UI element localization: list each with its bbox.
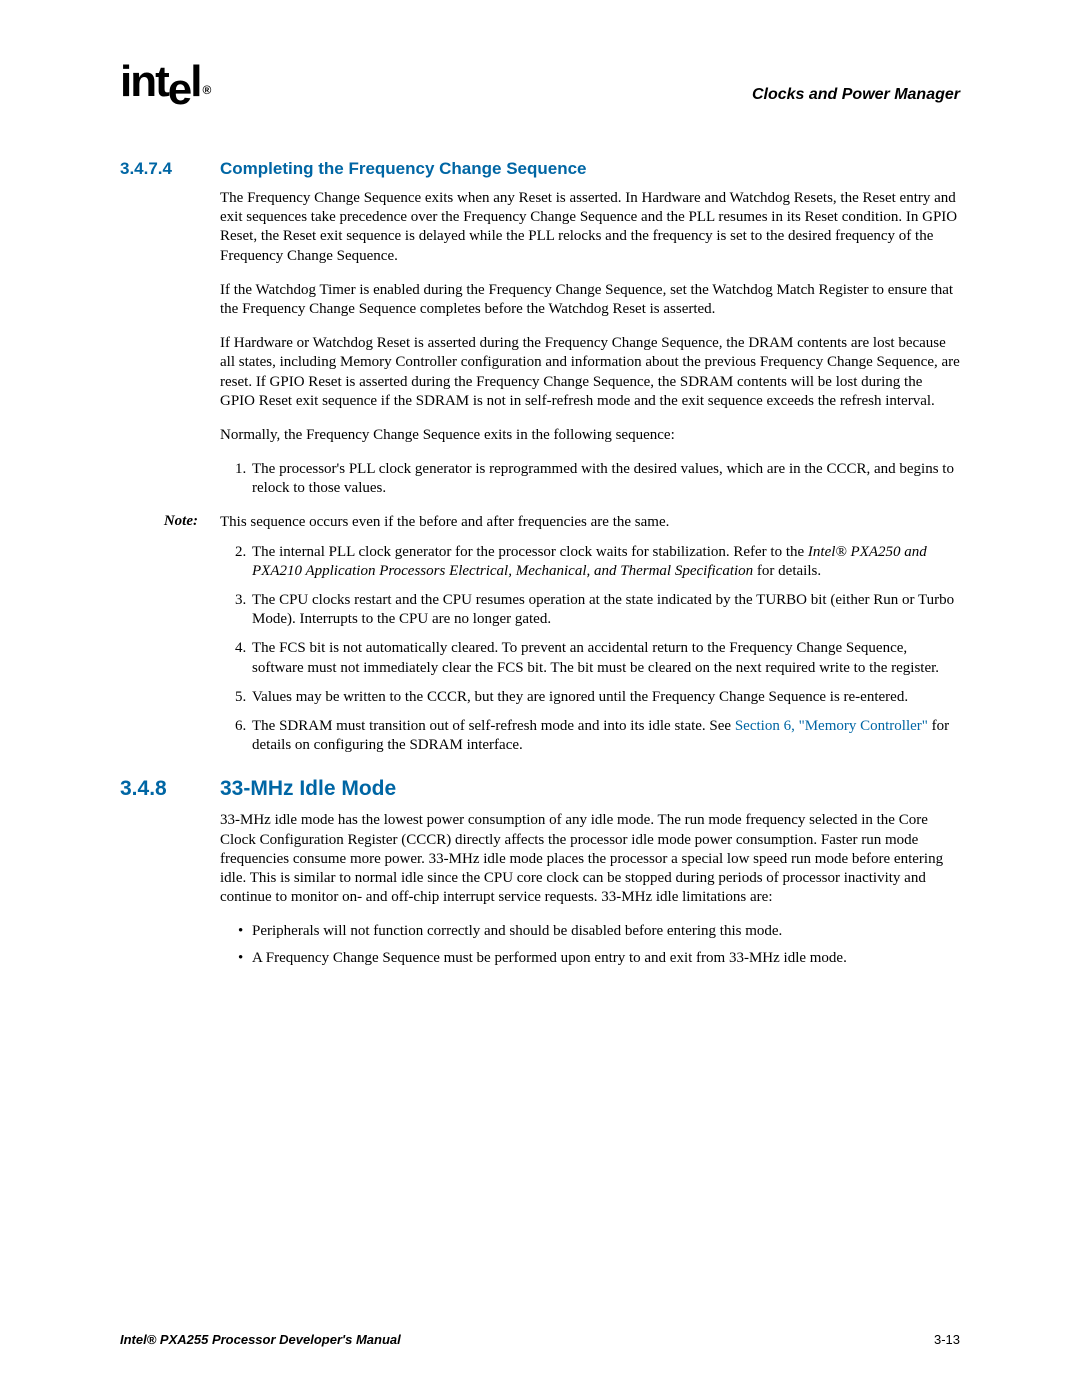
section-title: Completing the Frequency Change Sequence bbox=[220, 159, 587, 179]
section-number: 3.4.8 bbox=[120, 777, 220, 801]
note-label: Note: bbox=[120, 513, 220, 532]
section-heading-3474: 3.4.7.4 Completing the Frequency Change … bbox=[120, 159, 960, 179]
section-number: 3.4.7.4 bbox=[120, 159, 220, 179]
list-item: The SDRAM must transition out of self-re… bbox=[250, 717, 960, 755]
list-item: The processor's PLL clock generator is r… bbox=[250, 460, 960, 498]
section-title: 33-MHz Idle Mode bbox=[220, 777, 396, 801]
list-item: Peripherals will not function correctly … bbox=[238, 922, 960, 941]
ordered-list: The processor's PLL clock generator is r… bbox=[220, 460, 960, 498]
text: The SDRAM must transition out of self-re… bbox=[252, 718, 735, 734]
paragraph: Normally, the Frequency Change Sequence … bbox=[220, 426, 960, 445]
section-heading-348: 3.4.8 33-MHz Idle Mode bbox=[120, 777, 960, 801]
note-block: Note: This sequence occurs even if the b… bbox=[120, 513, 960, 532]
paragraph: The Frequency Change Sequence exits when… bbox=[220, 189, 960, 266]
footer-page-number: 3-13 bbox=[934, 1332, 960, 1347]
section-body-continued: The internal PLL clock generator for the… bbox=[220, 543, 960, 756]
list-item: A Frequency Change Sequence must be perf… bbox=[238, 949, 960, 968]
intel-logo: intel® bbox=[120, 60, 209, 104]
chapter-title: Clocks and Power Manager bbox=[752, 86, 960, 104]
paragraph: If the Watchdog Timer is enabled during … bbox=[220, 281, 960, 319]
bullet-list: Peripherals will not function correctly … bbox=[220, 922, 960, 968]
list-item: The FCS bit is not automatically cleared… bbox=[250, 639, 960, 677]
page-footer: Intel® PXA255 Processor Developer's Manu… bbox=[120, 1332, 960, 1347]
document-page: intel® Clocks and Power Manager 3.4.7.4 … bbox=[0, 0, 1080, 1397]
note-text: This sequence occurs even if the before … bbox=[220, 513, 960, 532]
footer-manual-title: Intel® PXA255 Processor Developer's Manu… bbox=[120, 1332, 401, 1347]
section-body: 33-MHz idle mode has the lowest power co… bbox=[220, 811, 960, 968]
cross-reference-link[interactable]: Section 6, "Memory Controller" bbox=[735, 718, 928, 734]
list-item: Values may be written to the CCCR, but t… bbox=[250, 688, 960, 707]
text: for details. bbox=[753, 563, 821, 579]
list-item: The internal PLL clock generator for the… bbox=[250, 543, 960, 581]
ordered-list: The internal PLL clock generator for the… bbox=[220, 543, 960, 756]
paragraph: If Hardware or Watchdog Reset is asserte… bbox=[220, 334, 960, 411]
text: The internal PLL clock generator for the… bbox=[252, 544, 808, 560]
section-body: The Frequency Change Sequence exits when… bbox=[220, 189, 960, 498]
list-item: The CPU clocks restart and the CPU resum… bbox=[250, 591, 960, 629]
paragraph: 33-MHz idle mode has the lowest power co… bbox=[220, 811, 960, 907]
page-header: intel® Clocks and Power Manager bbox=[120, 60, 960, 104]
